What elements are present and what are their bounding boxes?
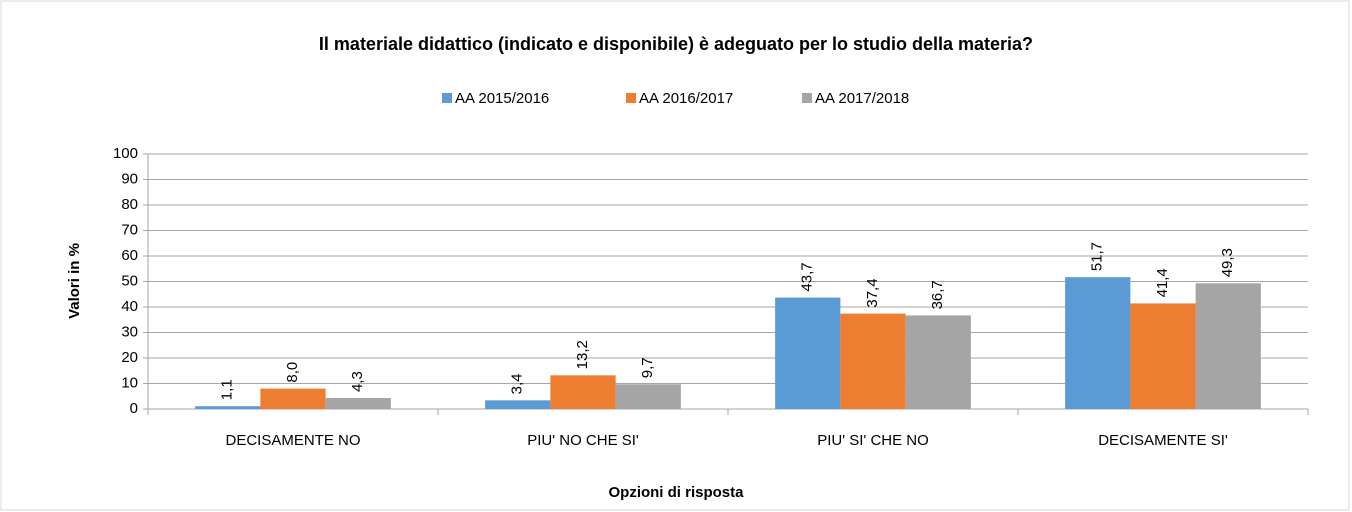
bar (195, 406, 261, 409)
x-tick-label: DECISAMENTE NO (225, 432, 360, 449)
data-label: 4,3 (349, 371, 366, 392)
data-label: 43,7 (799, 262, 816, 291)
bar (1195, 283, 1261, 409)
legend-swatch (802, 93, 812, 103)
data-label: 49,3 (1219, 248, 1236, 277)
data-label: 3,4 (509, 373, 526, 394)
legend-swatch (442, 93, 452, 103)
bar (775, 297, 841, 409)
legend-label: AA 2016/2017 (639, 90, 733, 107)
chart-title: Il materiale didattico (indicato e dispo… (319, 34, 1033, 54)
x-axis-title: Opzioni di risposta (608, 484, 744, 501)
x-tick-label: PIU' NO CHE SI' (527, 432, 639, 449)
data-label: 41,4 (1154, 268, 1171, 297)
data-label: 8,0 (284, 362, 301, 383)
data-label: 1,1 (219, 379, 236, 400)
bar (485, 400, 551, 409)
y-tick-label: 10 (121, 374, 138, 391)
bar (1130, 303, 1196, 409)
y-tick-label: 70 (121, 221, 138, 238)
y-tick-label: 50 (121, 272, 138, 289)
y-tick-label: 90 (121, 170, 138, 187)
bar (615, 384, 681, 409)
legend-label: AA 2017/2018 (815, 90, 909, 107)
x-tick-label: DECISAMENTE SI' (1098, 432, 1228, 449)
y-tick-label: 20 (121, 349, 138, 366)
bar (325, 398, 391, 409)
y-tick-label: 30 (121, 323, 138, 340)
data-label: 9,7 (639, 357, 656, 378)
y-tick-label: 80 (121, 196, 138, 213)
data-label: 36,7 (929, 280, 946, 309)
data-label: 51,7 (1089, 242, 1106, 271)
bar (1065, 277, 1131, 409)
data-label: 13,2 (574, 340, 591, 369)
legend-swatch (626, 93, 636, 103)
y-tick-label: 60 (121, 247, 138, 264)
x-tick-label: PIU' SI' CHE NO (817, 432, 929, 449)
bar (260, 388, 326, 409)
bar (550, 375, 616, 409)
legend-label: AA 2015/2016 (455, 90, 549, 107)
data-label: 37,4 (864, 278, 881, 307)
y-tick-label: 100 (113, 145, 138, 162)
y-tick-label: 0 (130, 400, 138, 417)
y-axis-title: Valori in % (66, 243, 83, 319)
bar (905, 315, 971, 409)
y-tick-label: 40 (121, 298, 138, 315)
bar (840, 313, 906, 409)
